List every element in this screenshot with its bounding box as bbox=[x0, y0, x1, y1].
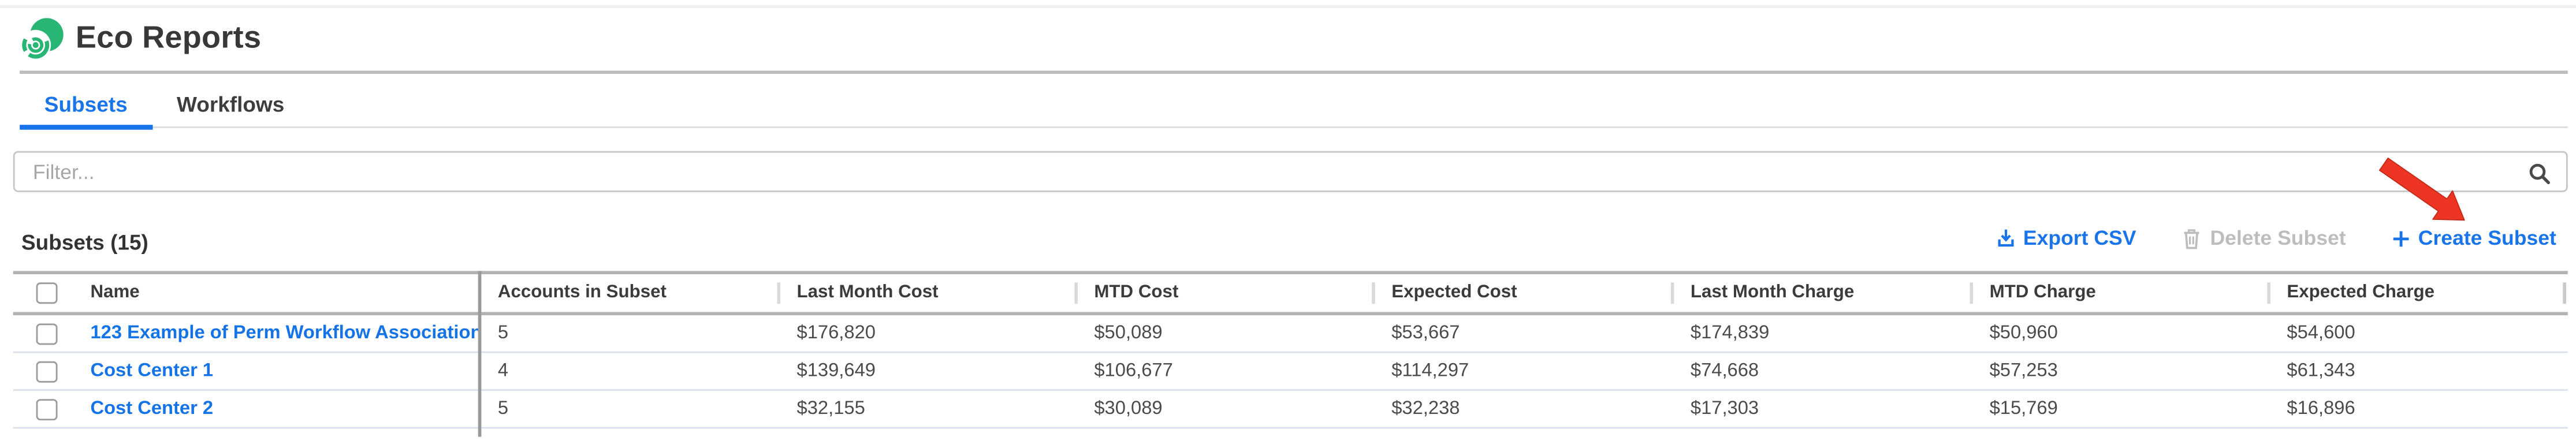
table-row: 123 Example of Perm Workflow Association… bbox=[13, 315, 2568, 353]
table-cell: $16,896 bbox=[2287, 399, 2355, 419]
table-cell: $114,297 bbox=[1391, 361, 1469, 381]
table-cell: $106,677 bbox=[1094, 361, 1173, 381]
name-column-divider bbox=[478, 271, 481, 437]
delete-subset-label: Delete Subset bbox=[2210, 226, 2346, 250]
table-cell: $174,839 bbox=[1690, 323, 1770, 344]
table-row: Cost Center 1 4 $139,649 $106,677 $114,297 $7… bbox=[13, 353, 2568, 391]
table-cell: $57,253 bbox=[1989, 361, 2058, 381]
create-subset-button[interactable]: Create Subset bbox=[2392, 226, 2556, 250]
select-all-checkbox[interactable] bbox=[36, 282, 58, 304]
subset-name-link[interactable]: Cost Center 1 bbox=[90, 361, 214, 381]
row-checkbox[interactable] bbox=[36, 398, 58, 420]
table-cell: 5 bbox=[497, 323, 509, 344]
table-cell: $17,303 bbox=[1690, 399, 1759, 419]
column-header-label: Name bbox=[90, 282, 140, 303]
table-cell: $176,820 bbox=[796, 323, 876, 344]
header-edge-separator bbox=[2562, 282, 2566, 304]
eco-logo-icon bbox=[20, 17, 64, 60]
table-cell: $50,960 bbox=[1989, 323, 2058, 344]
search-icon bbox=[2529, 163, 2550, 184]
table-actions: Export CSV Delete Subset Create Subset bbox=[1996, 226, 2556, 250]
header-cell: MTD Cost bbox=[1074, 274, 1372, 312]
table-cell: 4 bbox=[497, 361, 509, 381]
table-header-row: Name Accounts in Subset Last Month Cost MT… bbox=[13, 271, 2568, 316]
table-body: 123 Example of Perm Workflow Association… bbox=[13, 315, 2568, 429]
header-cell: Expected Charge bbox=[2267, 274, 2568, 312]
export-csv-button[interactable]: Export CSV bbox=[1996, 226, 2136, 250]
header-cell: Accounts in Subset bbox=[497, 282, 667, 303]
table-cell: 5 bbox=[497, 399, 509, 419]
tab-bar: Subsets Workflows bbox=[20, 82, 309, 129]
tab-subsets[interactable]: Subsets bbox=[20, 82, 152, 129]
tab-bar-underline bbox=[20, 126, 2568, 128]
page-title: Eco Reports bbox=[75, 21, 262, 56]
cell-name: Cost Center 2 bbox=[13, 391, 478, 427]
cell-name: 123 Example of Perm Workflow Association bbox=[13, 315, 478, 352]
export-csv-label: Export CSV bbox=[2023, 226, 2136, 250]
header-cell: MTD Charge bbox=[1970, 274, 2267, 312]
table-cell: $15,769 bbox=[1989, 399, 2058, 419]
section-title: Subsets (15) bbox=[21, 230, 148, 255]
table-row: Cost Center 2 5 $32,155 $30,089 $32,238 $17,3… bbox=[13, 391, 2568, 429]
table-cell: $32,155 bbox=[796, 399, 865, 419]
filter-box bbox=[13, 151, 2568, 192]
table-cell: $50,089 bbox=[1094, 323, 1163, 344]
table-cell: $54,600 bbox=[2287, 323, 2355, 344]
table-cell: $30,089 bbox=[1094, 399, 1163, 419]
cell-name: Cost Center 1 bbox=[13, 353, 478, 390]
row-checkbox[interactable] bbox=[36, 322, 58, 344]
app-header: Eco Reports bbox=[20, 13, 261, 66]
header-divider bbox=[20, 70, 2568, 74]
trash-icon bbox=[2184, 228, 2200, 248]
table-cell: $139,649 bbox=[796, 361, 876, 381]
top-hairline bbox=[0, 5, 2576, 8]
header-cell-name: Name bbox=[13, 274, 478, 312]
subset-name-link[interactable]: Cost Center 2 bbox=[90, 399, 214, 419]
row-checkbox[interactable] bbox=[36, 360, 58, 382]
header-cell: Last Month Charge bbox=[1670, 274, 1970, 312]
table-cell: $61,343 bbox=[2287, 361, 2355, 381]
table-cell: $53,667 bbox=[1391, 323, 1460, 344]
table-cell: $32,238 bbox=[1391, 399, 1460, 419]
subset-name-link[interactable]: 123 Example of Perm Workflow Association bbox=[90, 323, 478, 344]
create-subset-label: Create Subset bbox=[2418, 226, 2556, 250]
download-icon bbox=[1997, 229, 2013, 247]
tab-workflows[interactable]: Workflows bbox=[176, 92, 285, 117]
header-cell: Last Month Cost bbox=[777, 274, 1074, 312]
subsets-table: Name Accounts in Subset Last Month Cost MT… bbox=[13, 271, 2568, 437]
header-cell: Expected Cost bbox=[1372, 274, 1671, 312]
filter-input[interactable] bbox=[14, 152, 2566, 191]
delete-subset-button[interactable]: Delete Subset bbox=[2182, 226, 2346, 250]
table-cell: $74,668 bbox=[1690, 361, 1759, 381]
plus-icon bbox=[2393, 230, 2409, 246]
